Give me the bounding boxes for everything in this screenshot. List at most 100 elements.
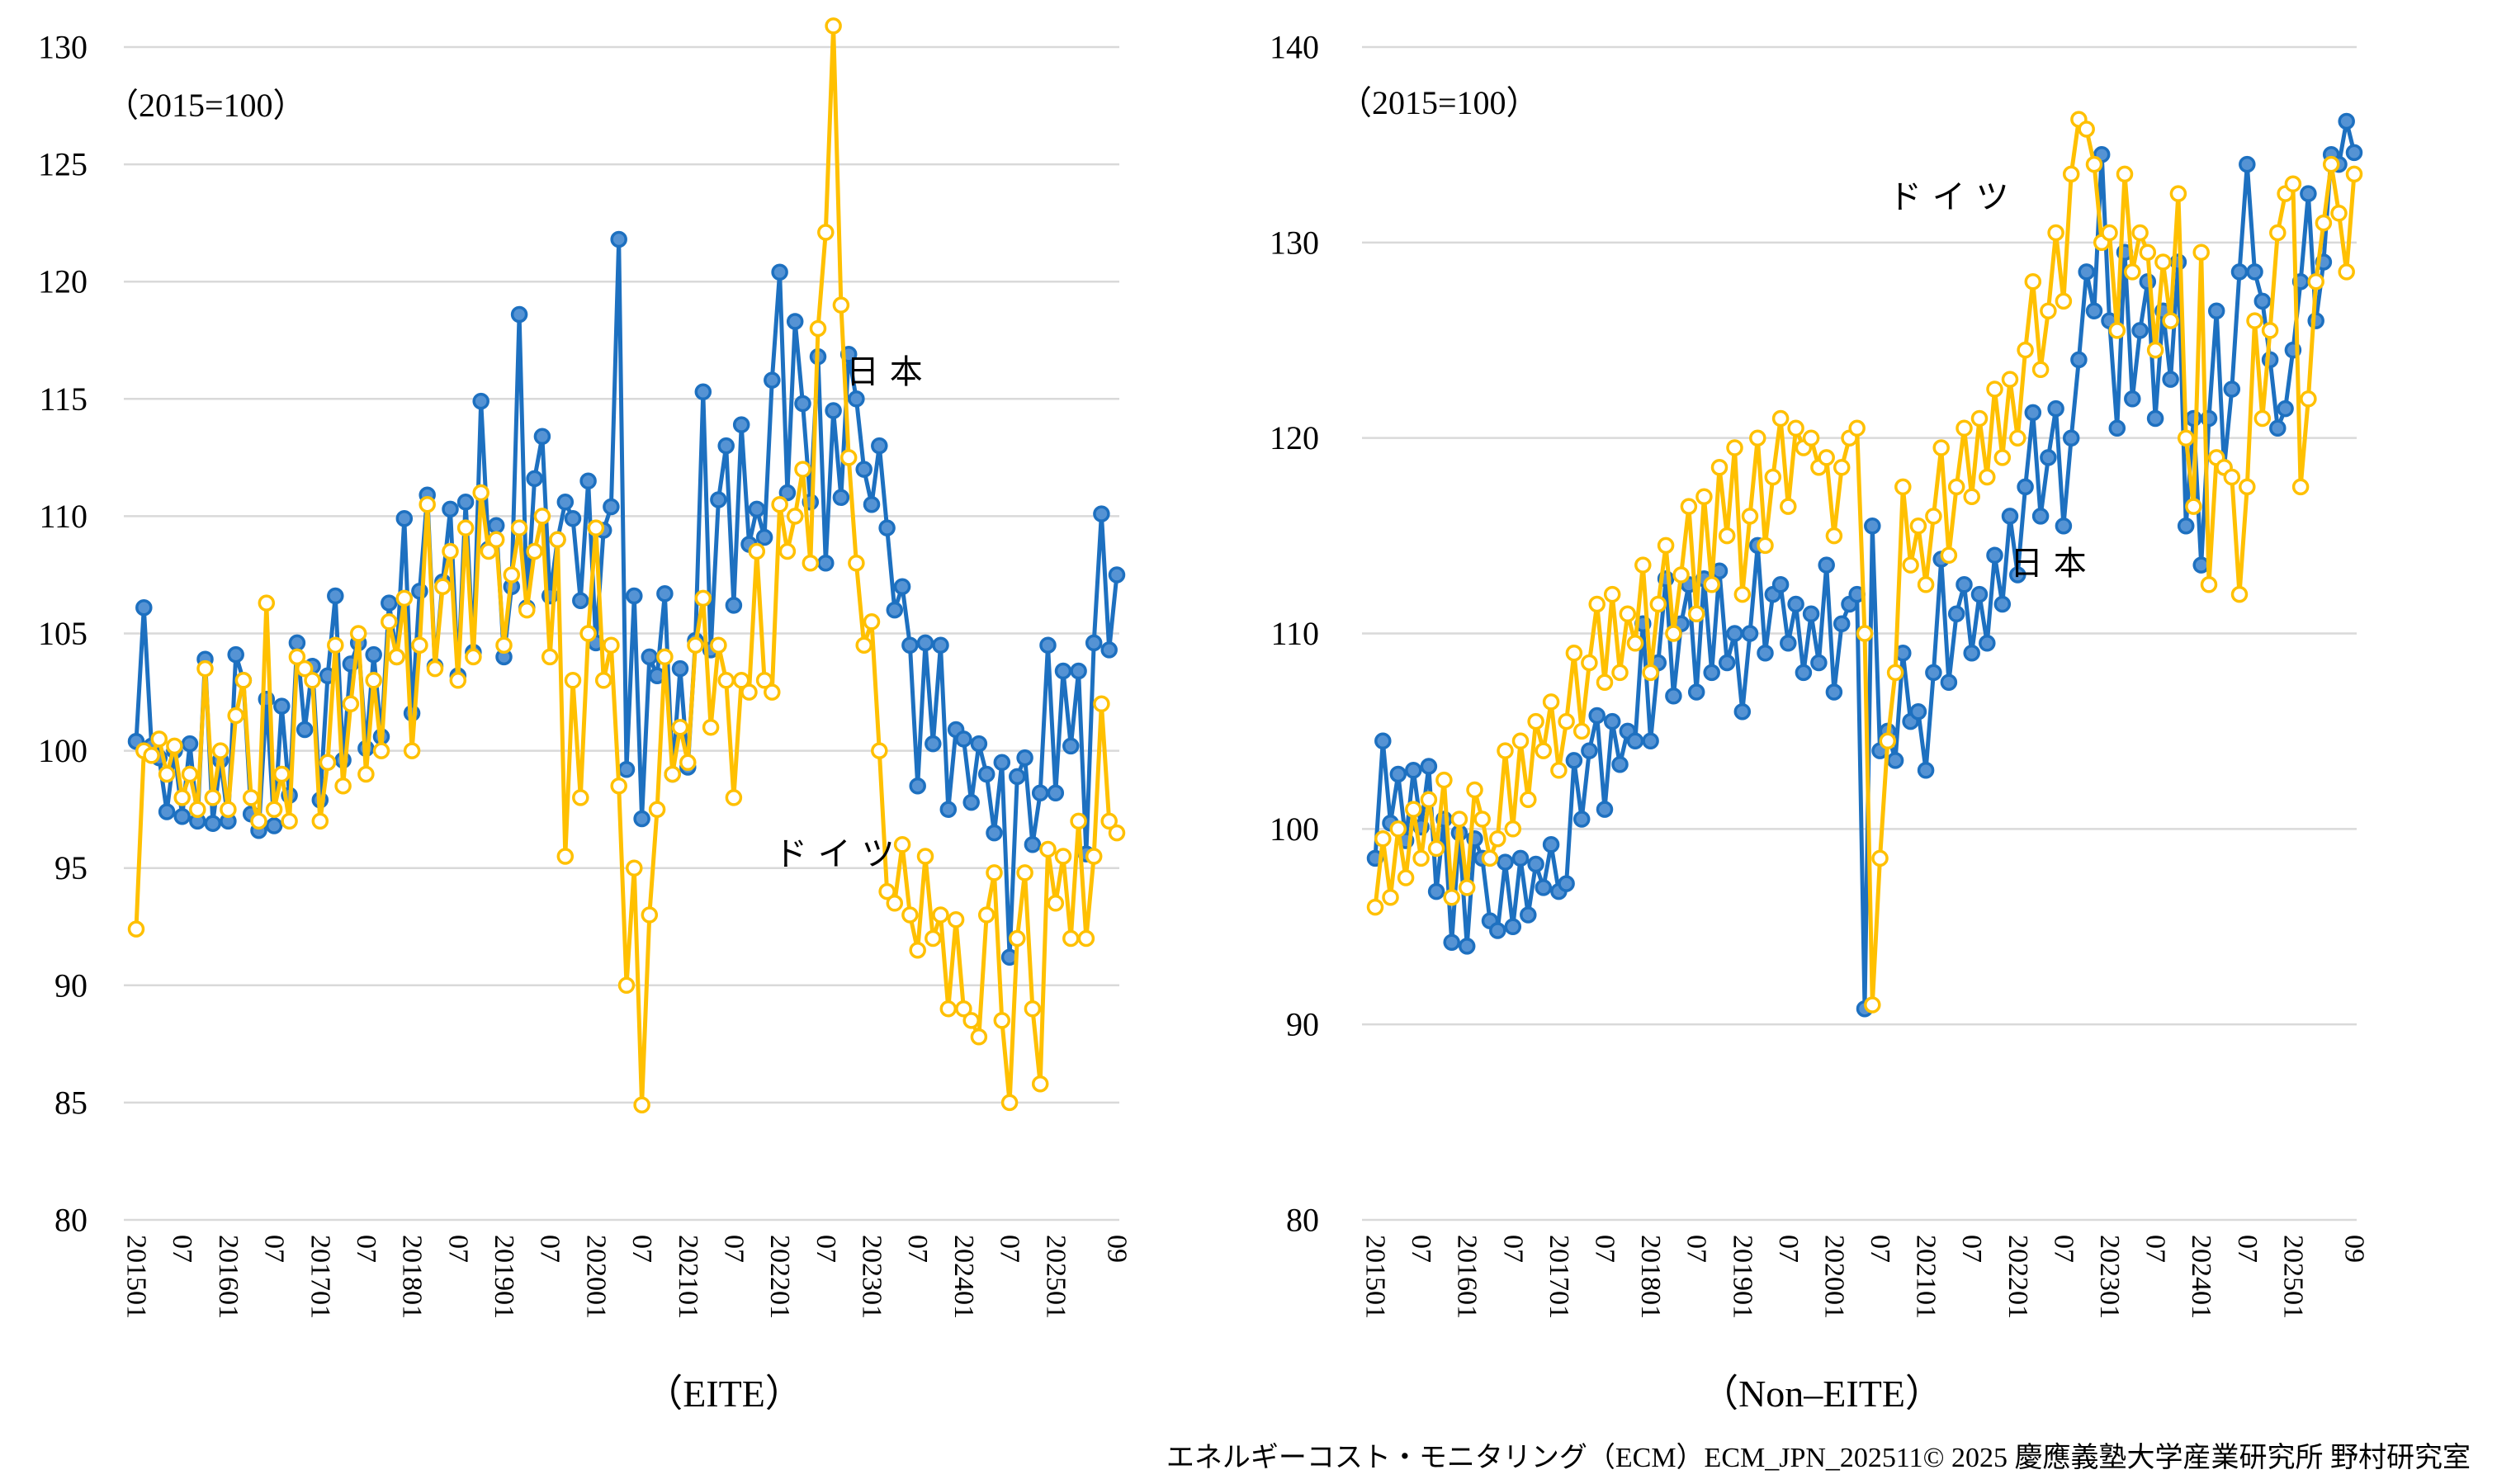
data-point-marker xyxy=(594,672,612,689)
x-tick-label: 07 xyxy=(2232,1235,2263,1263)
data-point-marker xyxy=(2177,517,2195,535)
data-point-marker xyxy=(2307,272,2324,291)
data-point-marker xyxy=(1818,556,1835,574)
data-point-marker xyxy=(633,810,650,828)
data-point-marker xyxy=(2185,409,2202,428)
data-point-marker xyxy=(2009,429,2026,447)
chart-non-eite: 140 130 120 110 100 90 80 201501 07 201601 07 20170… xyxy=(1270,29,2370,1320)
data-point-marker xyxy=(1993,449,2012,466)
data-point-marker xyxy=(1511,849,1530,867)
y-axis-labels-non-eite: 140 130 120 110 100 90 80 xyxy=(1270,29,1319,1239)
data-point-marker xyxy=(2031,361,2050,379)
data-point-marker xyxy=(2116,165,2134,183)
data-point-marker xyxy=(717,437,735,455)
data-point-marker xyxy=(1405,762,1422,779)
data-point-marker xyxy=(189,801,206,818)
data-point-marker xyxy=(150,730,168,748)
data-point-marker xyxy=(304,672,321,689)
data-point-marker xyxy=(641,648,659,666)
data-point-marker xyxy=(1787,595,1804,613)
x-tick-label: 201701 xyxy=(305,1235,335,1319)
data-point-marker xyxy=(1757,536,1774,555)
data-point-marker xyxy=(273,765,291,783)
data-point-marker xyxy=(472,392,489,410)
data-point-marker xyxy=(702,718,720,736)
data-point-marker xyxy=(1542,836,1560,853)
data-point-marker xyxy=(748,542,766,560)
data-point-marker xyxy=(1947,478,1965,496)
x-tick-label: 202001 xyxy=(1818,1235,1849,1319)
y-tick-label: 100 xyxy=(1270,811,1319,848)
data-point-marker xyxy=(1497,742,1514,759)
data-point-marker xyxy=(1902,556,1919,574)
data-point-marker xyxy=(2139,243,2157,261)
data-point-marker xyxy=(449,672,467,689)
data-point-marker xyxy=(2001,371,2019,388)
data-point-marker xyxy=(2078,121,2095,138)
data-point-marker xyxy=(196,659,214,678)
x-tick-label: 07 xyxy=(995,1235,1025,1263)
data-point-marker xyxy=(1718,654,1736,672)
data-point-marker xyxy=(1397,869,1415,886)
data-point-marker xyxy=(2146,341,2164,359)
data-point-marker xyxy=(732,416,750,433)
data-point-marker xyxy=(1642,664,1659,682)
data-point-marker xyxy=(2239,155,2256,173)
data-point-marker xyxy=(1925,664,1942,682)
data-point-marker xyxy=(2300,185,2317,202)
data-point-marker xyxy=(778,484,797,502)
data-point-marker xyxy=(1588,707,1606,725)
data-point-marker xyxy=(977,906,995,924)
data-point-marker xyxy=(510,519,528,536)
data-point-marker xyxy=(227,645,244,664)
data-point-marker xyxy=(679,754,697,772)
x-tick-label: 202501 xyxy=(1040,1235,1071,1319)
data-point-marker xyxy=(381,594,398,612)
data-point-marker xyxy=(487,517,505,535)
y-tick-label: 80 xyxy=(1286,1202,1319,1239)
data-point-marker xyxy=(549,531,566,549)
data-point-marker xyxy=(1412,849,1430,867)
y-tick-label: 130 xyxy=(38,29,87,66)
data-point-marker xyxy=(1741,625,1759,642)
data-point-marker xyxy=(939,1000,958,1018)
data-point-marker xyxy=(1047,895,1065,912)
data-point-marker xyxy=(1542,693,1560,711)
data-point-marker xyxy=(1565,644,1583,662)
data-point-marker xyxy=(1366,898,1384,916)
x-tick-label: 202201 xyxy=(764,1235,795,1319)
data-point-marker xyxy=(1458,879,1476,896)
data-point-marker xyxy=(1054,848,1072,865)
data-point-marker xyxy=(572,592,589,609)
data-point-marker xyxy=(288,648,306,666)
data-point-marker xyxy=(1031,784,1049,802)
data-point-marker xyxy=(1100,812,1118,830)
x-tick-label: 07 xyxy=(1497,1235,1528,1263)
series-ドイツ xyxy=(1366,111,2363,1014)
data-point-marker xyxy=(1825,683,1843,701)
data-point-marker xyxy=(603,498,620,516)
data-point-marker xyxy=(1695,488,1713,505)
data-point-marker xyxy=(947,910,965,929)
data-point-marker xyxy=(1382,888,1399,906)
data-point-marker xyxy=(419,495,436,513)
data-point-marker xyxy=(1550,762,1568,779)
data-point-marker xyxy=(1979,635,1996,652)
data-point-marker xyxy=(817,224,835,241)
data-point-marker xyxy=(1489,829,1506,848)
data-point-marker xyxy=(265,817,283,834)
data-point-marker xyxy=(1993,595,2012,613)
data-point-marker xyxy=(794,395,811,413)
chart-title-non-eite: （Non–EITE） xyxy=(1700,1373,1943,1415)
y-tick-label: 110 xyxy=(39,498,87,535)
source-credit: エネルギーコスト・モニタリング（ECM）ECM_JPN_202511© 2025… xyxy=(1166,1443,2471,1473)
data-point-marker xyxy=(986,864,1003,881)
x-tick-label: 07 xyxy=(1865,1235,1895,1263)
data-point-marker xyxy=(365,645,382,664)
data-point-marker xyxy=(365,672,382,689)
data-point-marker xyxy=(2330,205,2348,222)
data-point-marker xyxy=(166,737,183,755)
data-point-marker xyxy=(1527,855,1544,873)
x-tick-label: 07 xyxy=(535,1235,565,1263)
